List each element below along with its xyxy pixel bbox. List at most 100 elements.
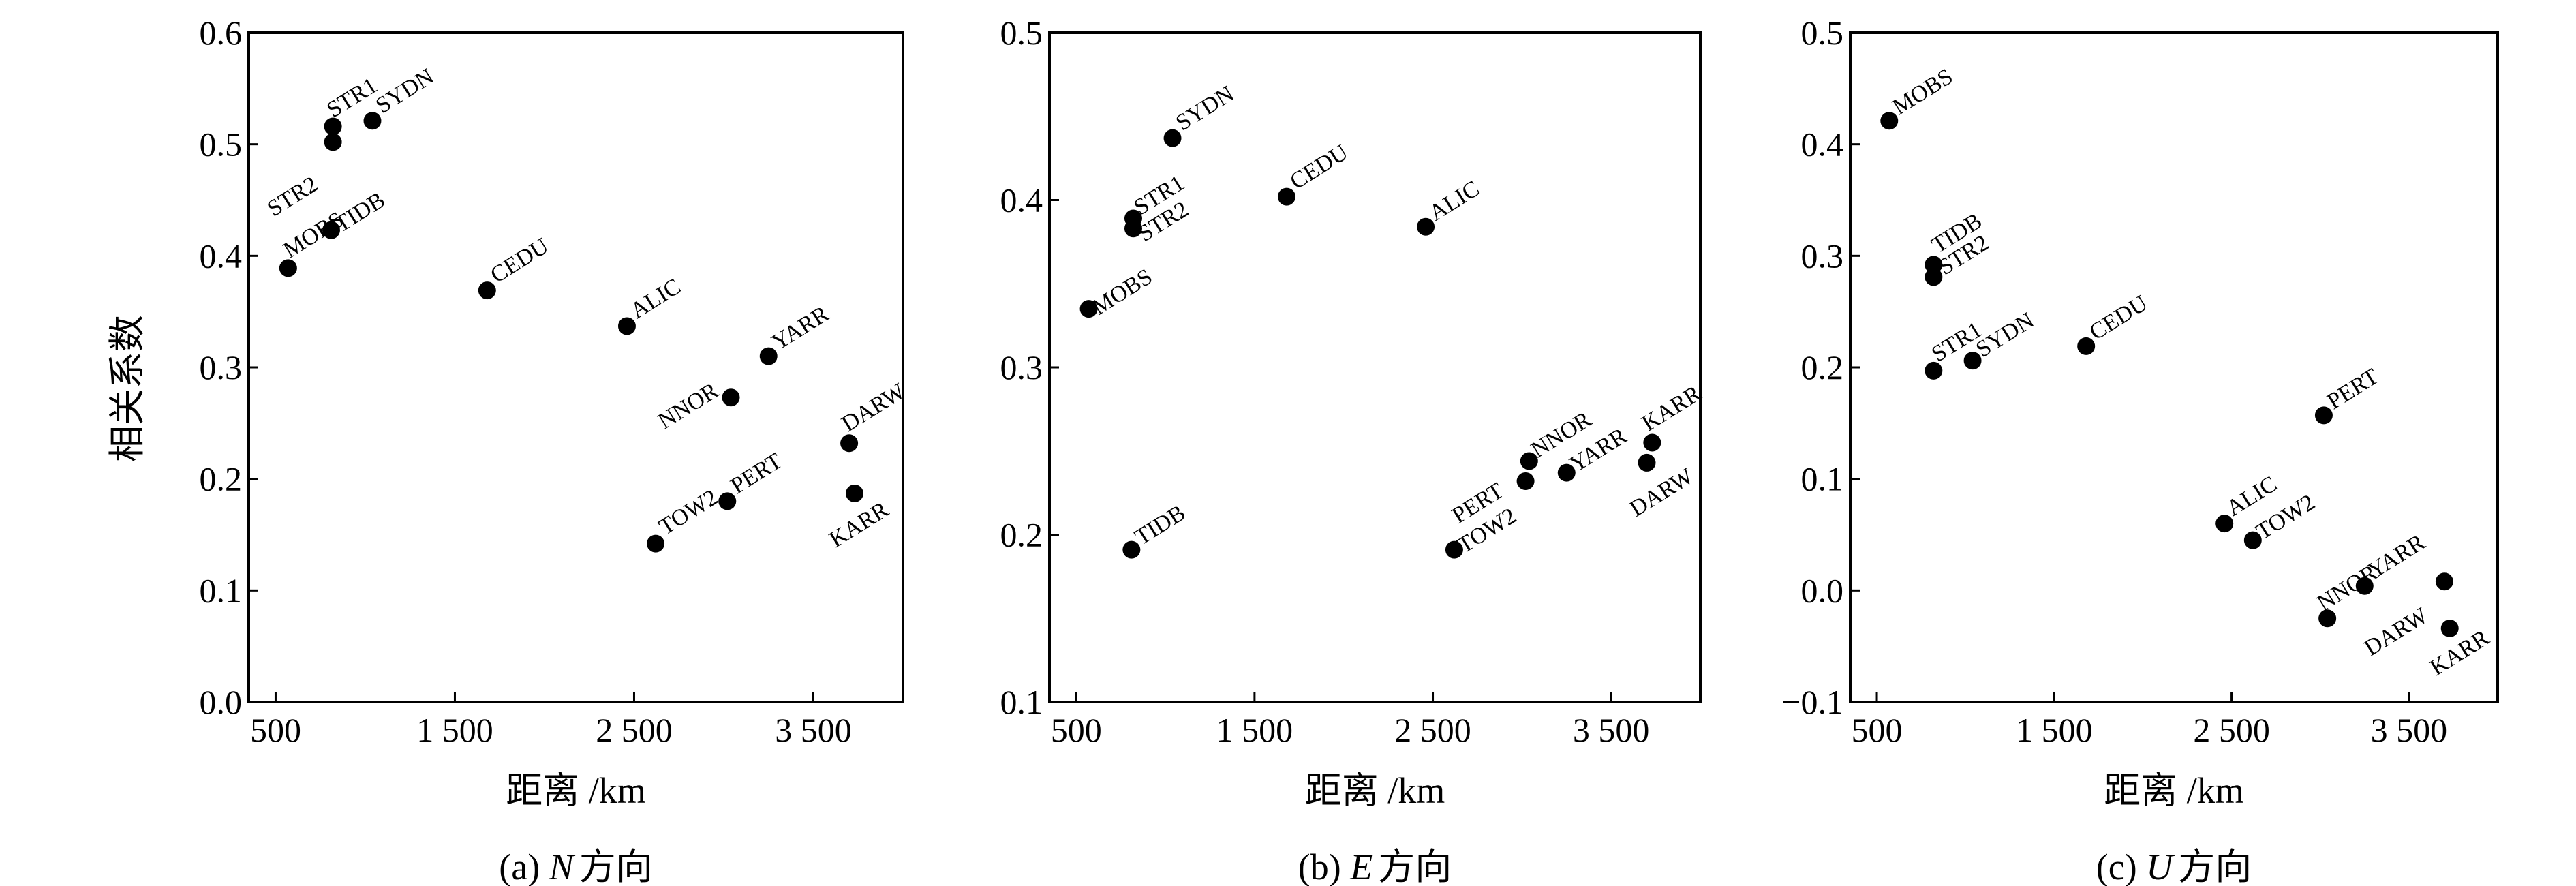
x-tick-label: 500 [1051, 711, 1102, 749]
y-axis-title: 相关系数 [107, 315, 148, 462]
data-point-cedu [2077, 337, 2096, 355]
point-label-darw: DARW [1625, 463, 1698, 522]
x-tick-label: 1 500 [416, 711, 493, 749]
data-point-nnor [1520, 452, 1538, 470]
point-label-karr: KARR [825, 497, 893, 553]
caption-suffix: 方向 [2178, 846, 2252, 886]
data-point-sydn [1163, 129, 1182, 147]
caption-prefix: (b) [1298, 846, 1350, 886]
y-tick-label: 0.3 [1000, 348, 1043, 386]
plot-frame [1849, 31, 2499, 703]
caption-direction: U [2146, 846, 2175, 886]
point-label-mobs: MOBS [1888, 64, 1957, 120]
x-tick-label: 3 500 [775, 711, 852, 749]
point-label-karr: KARR [2425, 625, 2494, 681]
y-tick-label: 0.0 [1801, 571, 1844, 609]
data-point-tidb [1925, 256, 1943, 274]
x-axis-title: 距离 /km [1305, 770, 1445, 811]
data-point-karr [2440, 619, 2459, 637]
point-label-cedu: CEDU [2085, 290, 2152, 345]
caption-direction: N [549, 846, 576, 886]
point-label-sydn: SYDN [1972, 308, 2038, 363]
point-label-pert: PERT [2323, 364, 2384, 414]
point-label-yarr: YARR [2363, 530, 2429, 584]
point-label-tow2: TOW2 [655, 485, 722, 540]
y-tick-label: 0.4 [200, 236, 243, 275]
data-point-pert [718, 492, 737, 510]
y-tick-label: 0.6 [200, 14, 243, 52]
point-label-tidb: TIDB [1131, 500, 1190, 550]
point-label-pert: PERT [726, 448, 787, 499]
data-point-nnor [2318, 609, 2337, 628]
y-tick-label: 0.2 [1000, 516, 1043, 554]
data-point-pert [1516, 472, 1535, 490]
chart-panel-1: 500 1 500 2 500 3 500 0.0 0.1 0.2 0.3 0.4 0.5 0.6 距… [200, 14, 910, 886]
data-point-sydn [1963, 352, 1982, 370]
x-tick-label: 2 500 [1394, 711, 1471, 749]
y-tick-label: 0.1 [1801, 460, 1844, 498]
x-axis-title: 距离 /km [506, 770, 646, 811]
data-point-tidb [1122, 540, 1141, 559]
y-tick-label: −0.1 [1781, 683, 1843, 721]
caption-suffix: 方向 [579, 846, 653, 886]
data-point-nnor [722, 388, 740, 407]
x-tick-label: 3 500 [2371, 711, 2448, 749]
y-tick-label: 0.5 [200, 125, 243, 164]
caption-prefix: (a) [499, 846, 549, 886]
data-point-cedu [1277, 187, 1295, 206]
data-point-str2 [324, 133, 342, 151]
point-label-alic: ALIC [626, 274, 686, 324]
point-label-cedu: CEDU [1286, 140, 1353, 194]
data-point-yarr [759, 347, 778, 365]
y-tick-label: 0.5 [1801, 14, 1844, 52]
data-point-karr [845, 484, 863, 502]
point-label-str2: STR2 [263, 172, 322, 222]
y-tick-label: 0.5 [1000, 14, 1043, 52]
x-tick-label: 1 500 [2016, 711, 2093, 749]
y-tick-label: 0.3 [1801, 236, 1844, 275]
x-tick-label: 2 500 [2193, 711, 2270, 749]
data-point-alic [2215, 515, 2234, 533]
plot-frame [247, 31, 904, 703]
y-tick-label: 0.4 [1000, 181, 1043, 219]
data-point-tidb [322, 221, 340, 239]
caption-direction: E [1349, 846, 1373, 886]
point-label-mobs: MOBS [1088, 264, 1156, 320]
point-label-cedu: CEDU [486, 233, 553, 288]
data-point-mobs [1880, 112, 1899, 130]
data-point-str2 [1925, 268, 1943, 286]
caption-prefix: (c) [2096, 846, 2146, 886]
y-tick-label: 0.1 [1000, 683, 1043, 721]
data-point-alic [1417, 217, 1435, 236]
caption-suffix: 方向 [1378, 846, 1452, 886]
plot-frame [1048, 31, 1702, 703]
panel-caption: (b) E 方向 [1298, 846, 1452, 886]
data-point-cedu [478, 281, 496, 300]
data-point-tow2 [647, 534, 665, 553]
x-tick-label: 1 500 [1216, 711, 1293, 749]
data-point-sydn [363, 112, 382, 130]
data-point-mobs [1079, 300, 1098, 318]
point-label-yarr: YARR [767, 301, 833, 356]
data-point-tow2 [2243, 531, 2262, 549]
y-tick-label: 0.2 [200, 460, 243, 498]
data-point-yarr [2355, 577, 2374, 595]
data-point-darw [1638, 453, 1656, 472]
y-tick-label: 0.4 [1801, 125, 1844, 164]
data-point-str1 [324, 117, 342, 136]
point-label-sydn: SYDN [1171, 81, 1238, 136]
data-point-karr [1643, 433, 1661, 452]
point-label-karr: KARR [1638, 381, 1706, 437]
data-point-mobs [279, 259, 297, 277]
y-tick-label: 0.1 [200, 571, 243, 609]
point-label-nnor: NNOR [654, 378, 723, 434]
panel-caption: (c) U 方向 [2096, 846, 2252, 886]
data-point-str2 [1124, 219, 1142, 238]
x-axis-title: 距离 /km [2104, 770, 2244, 811]
data-point-str1 [1925, 361, 1943, 380]
data-point-alic [617, 317, 636, 335]
data-point-darw [2435, 572, 2453, 591]
y-tick-label: 0.2 [1801, 348, 1844, 386]
data-point-darw [840, 434, 859, 453]
